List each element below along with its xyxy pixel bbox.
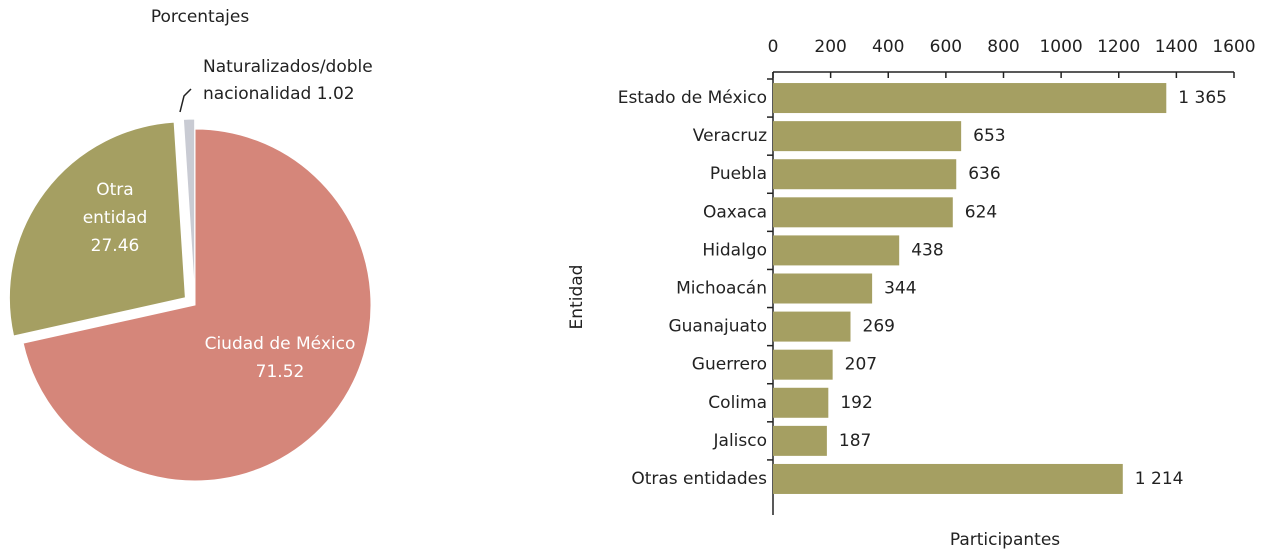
pie-title: Porcentajes: [151, 7, 250, 27]
value-label: 1 365: [1178, 88, 1227, 108]
bar: [773, 83, 1167, 114]
x-tick-label: 1600: [1212, 37, 1255, 57]
value-label: 187: [839, 431, 871, 451]
leader-line: [179, 88, 192, 113]
x-tick-label: 600: [930, 37, 962, 57]
value-label: 653: [973, 126, 1005, 146]
x-tick-label: 0: [768, 37, 779, 57]
y-tick-label: Oaxaca: [703, 202, 767, 222]
y-tick-label: Puebla: [710, 164, 767, 184]
y-axis-label: Entidad: [567, 265, 587, 330]
pie-label: Naturalizados/doble nacionalidad 1.02: [203, 54, 418, 108]
pie-slice: [182, 118, 196, 296]
x-tick-label: 1200: [1097, 37, 1140, 57]
value-label: 624: [965, 202, 997, 222]
pie-label: Ciudad de México 71.52: [200, 330, 360, 386]
y-tick-label: Michoacán: [676, 279, 767, 299]
value-label: 636: [968, 164, 1000, 184]
x-tick-label: 200: [814, 37, 846, 57]
bar: [773, 425, 827, 456]
bar: [773, 349, 833, 380]
x-tick-label: 400: [872, 37, 904, 57]
bar: [773, 121, 962, 152]
pie-label-value: 27.46: [90, 236, 140, 256]
y-tick-label: Hidalgo: [702, 240, 767, 260]
value-label: 1 214: [1135, 469, 1184, 489]
bar: [773, 197, 953, 228]
y-tick-label: Jalisco: [713, 431, 767, 451]
pie-label-name: Naturalizados/doble nacionalidad: [203, 57, 373, 104]
pie-label-name: Ciudad de México: [204, 334, 356, 354]
x-tick-label: 1400: [1155, 37, 1198, 57]
y-tick-label: Guanajuato: [668, 317, 767, 337]
y-tick-label: Veracruz: [693, 126, 767, 146]
bar: [773, 311, 851, 342]
bar: [773, 463, 1123, 494]
value-label: 207: [845, 355, 877, 375]
pie-slice: [22, 128, 372, 482]
value-label: 192: [840, 393, 872, 413]
pie-label-name: Otra entidad: [82, 180, 148, 228]
pie-label: Otra entidad 27.46: [65, 176, 165, 260]
pie-label-value: 71.52: [255, 362, 305, 382]
x-axis-label: Participantes: [950, 530, 1060, 550]
y-tick-label: Colima: [708, 393, 767, 413]
value-label: 269: [863, 317, 895, 337]
value-label: 438: [911, 240, 943, 260]
bar: [773, 387, 829, 418]
value-label: 344: [884, 279, 916, 299]
bar: [773, 159, 957, 190]
bar: [773, 235, 900, 266]
bar: [773, 273, 873, 304]
pie-slice: [8, 121, 186, 337]
x-tick-label: 1000: [1039, 37, 1082, 57]
y-tick-label: Guerrero: [692, 355, 767, 375]
x-tick-label: 800: [987, 37, 1019, 57]
pie-label-value: 1.02: [316, 84, 355, 104]
y-tick-label: Otras entidades: [631, 469, 767, 489]
y-tick-label: Estado de México: [618, 88, 767, 108]
